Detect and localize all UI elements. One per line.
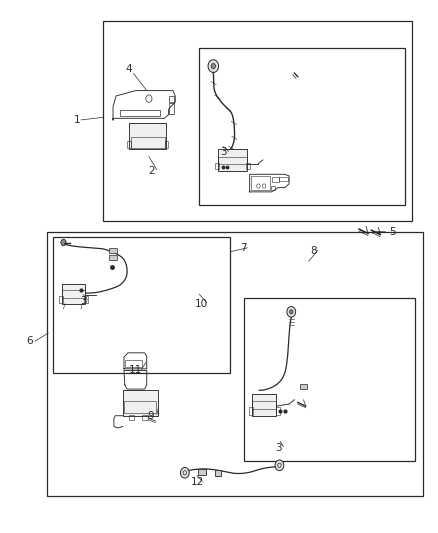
Text: 10: 10: [195, 299, 208, 309]
Text: 2: 2: [148, 166, 155, 175]
Text: 4: 4: [126, 64, 133, 74]
Text: 9: 9: [148, 411, 155, 421]
Bar: [125, 360, 142, 367]
Text: 7: 7: [240, 243, 247, 253]
Bar: [123, 390, 158, 416]
Text: 12: 12: [191, 478, 204, 487]
Bar: [279, 177, 288, 181]
Circle shape: [275, 460, 284, 471]
Bar: [169, 96, 174, 102]
Bar: [252, 401, 276, 409]
Bar: [84, 296, 88, 303]
Bar: [103, 21, 412, 221]
Bar: [129, 415, 134, 420]
Text: 3: 3: [275, 443, 282, 453]
Bar: [169, 103, 174, 114]
Text: 5: 5: [389, 227, 396, 237]
Bar: [199, 48, 405, 205]
Text: 6: 6: [26, 336, 33, 346]
Bar: [271, 186, 275, 190]
Bar: [198, 469, 206, 475]
Bar: [300, 384, 307, 389]
Bar: [131, 137, 165, 148]
Bar: [129, 123, 166, 149]
Bar: [62, 290, 85, 298]
Text: 3: 3: [80, 296, 87, 306]
Bar: [276, 407, 280, 415]
Text: 1: 1: [73, 115, 80, 125]
Bar: [272, 177, 279, 182]
Bar: [215, 163, 219, 169]
Bar: [59, 296, 63, 303]
Bar: [109, 248, 117, 253]
Bar: [109, 255, 117, 260]
Bar: [124, 401, 156, 413]
Circle shape: [61, 239, 66, 246]
Circle shape: [211, 63, 215, 69]
Bar: [142, 415, 148, 420]
Bar: [251, 176, 270, 190]
Circle shape: [287, 306, 296, 317]
Bar: [244, 298, 415, 461]
Circle shape: [208, 60, 219, 72]
Bar: [246, 163, 250, 169]
Circle shape: [180, 467, 189, 478]
Bar: [53, 237, 230, 373]
Bar: [127, 141, 131, 148]
Bar: [47, 232, 423, 496]
Text: 8: 8: [310, 246, 317, 255]
Bar: [215, 470, 221, 476]
Bar: [218, 149, 247, 171]
Text: 3: 3: [220, 147, 227, 157]
Circle shape: [290, 310, 293, 314]
Bar: [62, 284, 85, 304]
Bar: [218, 157, 247, 164]
Bar: [249, 407, 253, 415]
Bar: [120, 110, 160, 116]
Bar: [165, 141, 168, 148]
Text: 11: 11: [129, 366, 142, 375]
Bar: [252, 394, 276, 416]
